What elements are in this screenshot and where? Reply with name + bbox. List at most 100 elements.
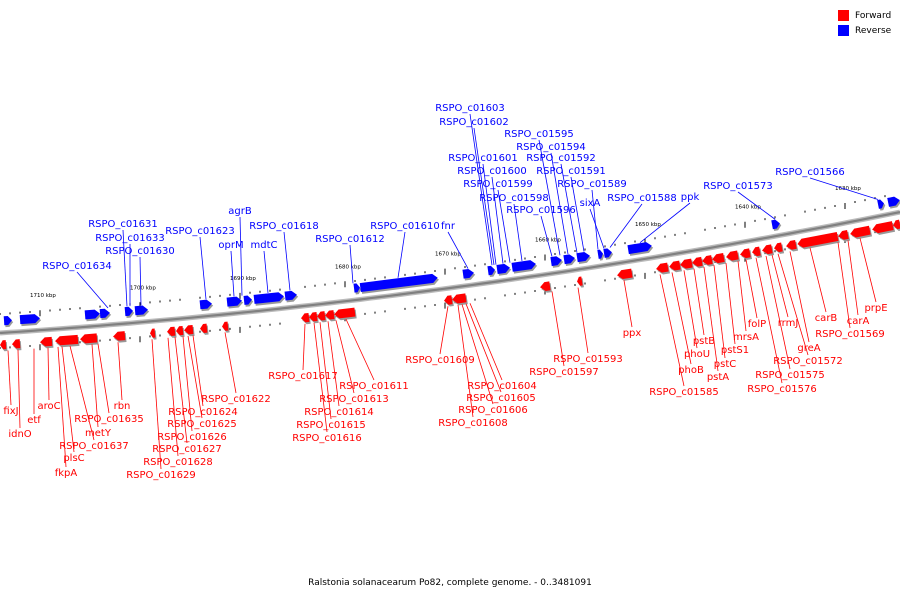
forward-gene: [301, 312, 311, 325]
forward-gene: [40, 336, 54, 349]
leader-line: [335, 320, 355, 394]
reverse-gene-label: RSPO_c01618: [249, 221, 319, 232]
leader-line: [491, 176, 504, 264]
leader-line: [725, 263, 736, 345]
leader-line: [17, 349, 21, 429]
forward-gene-label: phoU: [684, 349, 710, 360]
forward-gene: [712, 253, 727, 265]
leader-line: [469, 303, 503, 381]
reverse-gene-body: [199, 299, 212, 310]
leader-line: [302, 323, 306, 371]
reverse-gene-body: [19, 314, 40, 325]
forward-gene-label: RSPO_c01606: [458, 405, 528, 416]
reverse-gene: [550, 256, 564, 268]
backbone-line: [0, 211, 900, 335]
forward-gene: [692, 256, 705, 269]
forward-gene-label: pstA: [707, 372, 729, 383]
reverse-gene-body: [603, 248, 612, 258]
reverse-gene: [627, 242, 654, 256]
reverse-gene-body: [243, 295, 252, 305]
leader-line: [47, 347, 50, 401]
forward-gene: [702, 255, 715, 267]
tick-label: 1660 kbp: [535, 238, 561, 244]
forward-gene: [184, 325, 195, 337]
forward-gene-label: rbn: [114, 401, 131, 412]
tick-label: 1700 kbp: [130, 285, 156, 291]
reverse-gene-label: RSPO_c01596: [506, 205, 576, 216]
forward-gene-body: [200, 323, 208, 333]
forward-gene-label: RSPO_c01617: [268, 371, 338, 382]
reverse-gene: [134, 305, 150, 318]
forward-gene: [577, 276, 584, 288]
reverse-gene: [353, 283, 362, 295]
reverse-gene: [462, 268, 476, 281]
forward-gene-label: RSPO_c01569: [815, 329, 885, 340]
forward-gene-label: RSPO_c01576: [747, 384, 817, 395]
forward-gene-label: etf: [27, 415, 41, 426]
reverse-gene-body: [627, 242, 652, 255]
reverse-gene: [226, 296, 244, 309]
leader-line: [447, 231, 469, 269]
forward-gene: [540, 281, 552, 293]
forward-gene-label: RSPO_c01622: [201, 394, 271, 405]
leader-line: [745, 259, 758, 319]
reverse-gene: [3, 315, 14, 328]
leader-line: [847, 240, 859, 316]
reverse-gene-body: [359, 273, 438, 292]
forward-gene: [452, 293, 468, 306]
forward-gene-label: RSPO_c01605: [466, 393, 536, 404]
reverse-gene-label: RSPO_c01634: [42, 261, 112, 272]
forward-gene-label: RSPO_c01627: [152, 444, 222, 455]
forward-gene-body: [577, 276, 583, 286]
leader-line: [589, 208, 605, 249]
reverse-gene-label: RSPO_c01602: [439, 117, 509, 128]
forward-gene-body: [872, 221, 894, 234]
forward-gene-body: [0, 340, 7, 350]
forward-gene: [167, 326, 177, 338]
reverse-gene-body: [487, 265, 495, 276]
forward-gene-label: RSPO_c01597: [529, 367, 599, 378]
gene-labels: RSPO_c01634RSPO_c01631RSPO_c01633RSPO_c0…: [3, 103, 887, 481]
reverse-gene-label: RSPO_c01610: [370, 221, 440, 232]
forward-gene-label: carB: [815, 313, 838, 324]
reverse-gene-label: agrB: [228, 206, 252, 217]
leader-line: [591, 189, 599, 250]
forward-gene-body: [762, 244, 773, 255]
leader-line: [457, 304, 474, 418]
forward-gene-label: RSPO_c01616: [292, 433, 362, 444]
reverse-gene-label: sixA: [580, 198, 601, 209]
forward-gene-label: RSPO_c01611: [339, 381, 409, 392]
forward-gene: [872, 221, 896, 235]
forward-gene-label: folP: [748, 319, 766, 330]
legend-label-reverse: Reverse: [855, 25, 892, 36]
forward-gene-label: RSPO_c01628: [143, 457, 213, 468]
forward-gene-label: pstS1: [721, 345, 749, 356]
leader-line: [482, 163, 497, 265]
forward-gene-body: [893, 219, 900, 230]
legend-label-forward: Forward: [855, 10, 892, 21]
leader-line: [139, 256, 142, 306]
reverse-gene: [496, 263, 512, 276]
leader-line: [497, 189, 511, 263]
backbone: [0, 209, 900, 336]
reverse-swatch: [838, 25, 849, 36]
reverse-gene: [253, 292, 286, 306]
reverse-gene-body: [124, 306, 133, 317]
forward-gene-body: [838, 230, 849, 240]
leader-line: [7, 350, 12, 406]
forward-gene-body: [680, 258, 693, 269]
leader-line: [283, 231, 291, 291]
forward-gene: [334, 307, 357, 321]
leader-line: [623, 280, 633, 328]
reverse-gene-body: [134, 305, 148, 316]
forward-gene: [150, 328, 157, 340]
forward-gene-body: [325, 310, 335, 320]
legend-item-reverse: Reverse: [838, 23, 891, 38]
forward-gene: [113, 331, 127, 343]
reverse-gene-body: [771, 219, 780, 230]
forward-gene-body: [309, 312, 318, 322]
forward-gene-label: RSPO_c01614: [304, 407, 374, 418]
reverse-gene-body: [284, 290, 297, 301]
reverse-gene: [124, 306, 135, 318]
forward-gene-body: [40, 336, 53, 347]
